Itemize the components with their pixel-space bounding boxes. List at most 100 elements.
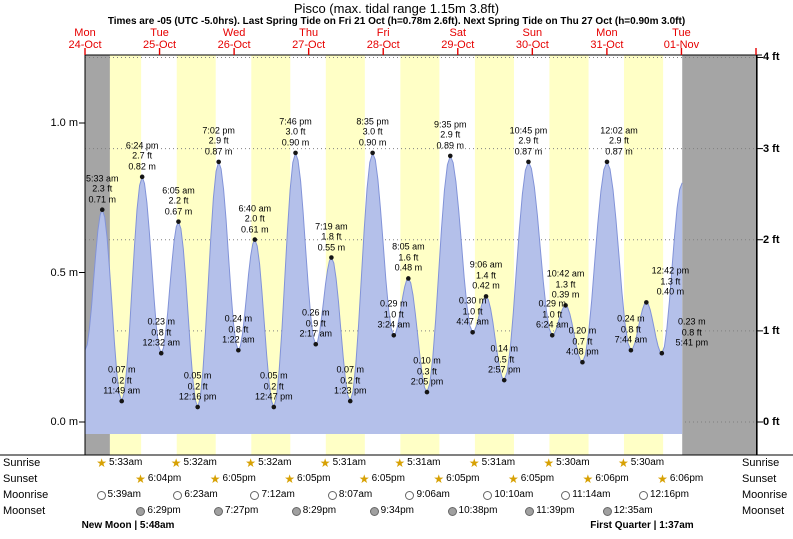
day-date: 27-Oct	[292, 39, 326, 51]
day-label: Fri 28-Oct	[367, 27, 400, 51]
moonrise-icon	[405, 490, 415, 500]
moonset-icon	[447, 506, 457, 516]
day-name: Mon	[74, 27, 96, 39]
astro-time: 5:30am	[556, 457, 590, 468]
day-date: 25-Oct	[143, 39, 177, 51]
tide-extreme-label-high: 8:05 am 1.6 ft 0.48 m	[392, 242, 425, 274]
tide-label-line: 0.8 ft	[151, 327, 172, 338]
astro-time: 11:14am	[572, 489, 611, 500]
sunrise-icon: ★	[468, 455, 480, 470]
tide-label-line: 0.8 ft	[620, 324, 641, 335]
tide-label-line: 1:23 pm	[333, 385, 367, 396]
tide-extreme-label-low: 0.29 m 1.0 ft 3:24 am	[378, 299, 411, 331]
astro-time: 10:38pm	[458, 505, 498, 516]
new-moon-annotation: New Moon | 5:48am	[81, 520, 175, 531]
tide-extreme-dot	[447, 153, 453, 159]
tide-extreme-label-low: 0.26 m 0.9 ft 2:17 am	[299, 308, 332, 340]
astro-time: 10:10am	[494, 489, 534, 500]
sunset-icon: ★	[582, 471, 594, 486]
tide-label-line: 9:35 pm	[434, 119, 467, 130]
tide-extreme-dot	[119, 398, 125, 404]
tide-label-line: 1.8 ft	[321, 231, 342, 242]
tide-label-line: 0.07 m	[107, 364, 136, 375]
tide-extreme-label-high: 5:33 am 2.3 ft 0.71 m	[86, 173, 119, 205]
tide-extreme-dot	[195, 404, 200, 410]
tide-extreme-dot	[216, 159, 221, 165]
tide-extreme-label-high: 8:35 pm 3.0 ft 0.90 m	[356, 116, 389, 148]
day-name: Tue	[150, 27, 169, 39]
moonrise-icon	[96, 490, 106, 500]
tide-label-line: 1.3 ft	[660, 276, 681, 287]
sunrise-row-label-left: Sunrise	[3, 457, 41, 469]
astro-time: 5:31am	[407, 457, 441, 468]
sunrise-icon: ★	[170, 455, 182, 470]
moonrise-icon	[250, 490, 260, 500]
tide-label-line: 0.55 m	[317, 242, 346, 253]
tide-label-line: 2.3 ft	[92, 183, 113, 194]
tide-label-line: 1.4 ft	[476, 270, 497, 281]
tide-label-line: 0.40 m	[656, 286, 685, 297]
tide-extreme-label-high: 12:02 am 2.9 ft 0.87 m	[600, 125, 638, 157]
tide-label-line: 2:17 am	[299, 328, 333, 339]
tide-label-line: 0.8 ft	[228, 324, 249, 335]
sunset-entry: ★ 6:05pm	[359, 473, 405, 485]
day-label: Mon 31-Oct	[590, 27, 623, 51]
day-label: Tue 01-Nov	[664, 27, 699, 51]
y-axis-label-ft: 2 ft	[763, 233, 780, 246]
day-name: Sun	[522, 27, 543, 39]
chart-subtitle: Times are -05 (UTC -5.0hrs). Last Spring…	[107, 16, 686, 27]
moonrise-icon	[173, 490, 183, 500]
y-axis-label-ft: 3 ft	[763, 142, 780, 155]
tide-extreme-dot	[347, 398, 353, 404]
tide-label-line: 12:32 am	[142, 337, 180, 348]
sunset-row-label-right: Sunset	[742, 473, 777, 485]
astro-time: 6:05pm	[297, 473, 331, 484]
tide-extreme-label-high: 10:42 am 1.3 ft 0.39 m	[547, 269, 585, 301]
tide-extreme-dot	[604, 159, 610, 165]
tide-extreme-dot	[99, 207, 105, 213]
astro-time: 9:06am	[416, 489, 450, 500]
tide-label-line: 0.39 m	[551, 289, 580, 300]
tide-extreme-dot	[549, 332, 555, 338]
sunrise-icon: ★	[96, 455, 107, 470]
moonrise-icon	[561, 490, 571, 500]
moonset-icon	[213, 506, 223, 516]
tide-extreme-dot	[526, 159, 531, 165]
tide-label-line: 0.3 ft	[416, 366, 437, 377]
tide-extreme-label-high: 6:24 pm 2.7 ft 0.82 m	[126, 140, 159, 172]
tide-extreme-dot	[563, 303, 568, 308]
tide-extreme-label-high: 9:06 am 1.4 ft 0.42 m	[470, 260, 503, 292]
day-date: 29-Oct	[441, 39, 475, 51]
astro-time: 5:30am	[630, 457, 665, 468]
tide-label-line: 4:08 pm	[566, 346, 599, 357]
moonrise-icon	[483, 490, 493, 500]
tide-extreme-label-low: 0.14 m 0.5 ft 2:57 pm	[488, 344, 521, 376]
astro-time: 5:31am	[481, 457, 516, 468]
tide-extreme-dot	[293, 150, 298, 156]
tide-label-line: 1.0 ft	[542, 309, 563, 320]
moonset-entry: 7:27pm	[213, 505, 258, 517]
tide-label-line: 0.87 m	[605, 146, 633, 157]
tide-extreme-label-low: 0.24 m 0.8 ft 1:22 am	[222, 314, 255, 346]
first-quarter-annotation: First Quarter | 1:37am	[590, 520, 694, 531]
tide-extreme-dot	[252, 237, 258, 242]
moonset-icon	[525, 506, 535, 516]
tide-extreme-dot	[370, 150, 375, 156]
y-axis-label-ft: 4 ft	[763, 51, 780, 64]
tide-label-line: 7:46 pm	[279, 116, 312, 127]
tide-extreme-dot	[424, 389, 430, 395]
tide-label-line: 2:05 pm	[410, 376, 444, 387]
day-label: Mon 24-Oct	[68, 27, 101, 51]
tide-label-line: 4:47 am	[456, 316, 489, 327]
tide-label-line: 3.0 ft	[285, 126, 306, 137]
moonset-icon	[369, 506, 379, 516]
moonset-entry: 10:38pm	[447, 505, 498, 517]
day-label: Sat 29-Oct	[441, 27, 474, 51]
tide-label-line: 2.9 ft	[518, 135, 539, 146]
tide-label-line: 2.0 ft	[244, 213, 265, 224]
moonrise-entry: 7:12am	[250, 489, 295, 501]
day-name: Wed	[222, 27, 246, 39]
astro-time: 6:05pm	[520, 473, 555, 484]
astro-time: 5:31am	[332, 457, 366, 468]
